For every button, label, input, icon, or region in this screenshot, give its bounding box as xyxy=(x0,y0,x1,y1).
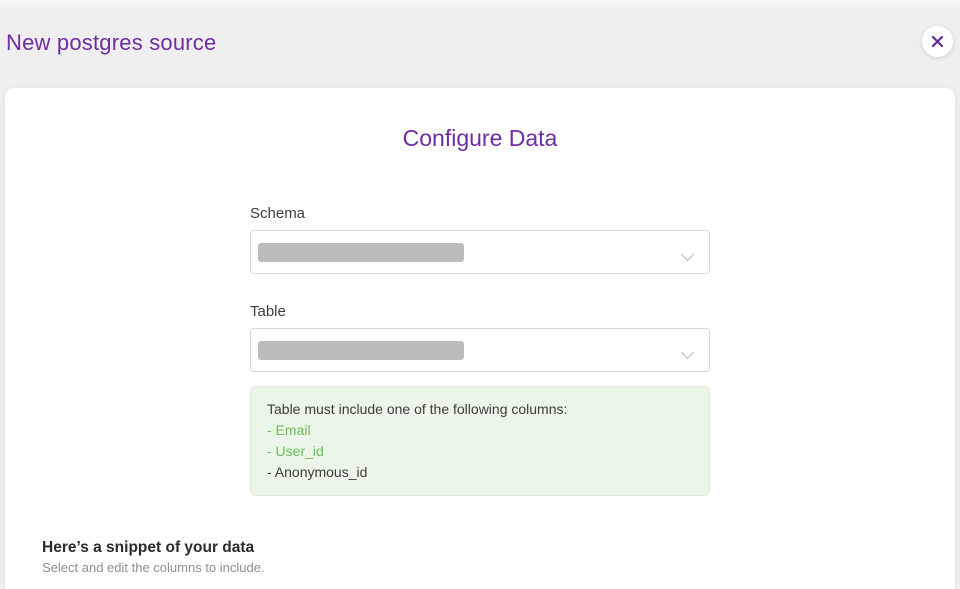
schema-select[interactable] xyxy=(250,230,710,274)
notice-column-anonymous-id: - Anonymous_id xyxy=(267,464,368,480)
form-column: Schema Table T xyxy=(250,205,710,496)
table-select[interactable] xyxy=(250,328,710,372)
snippet-subheading: Select and edit the columns to include. xyxy=(42,560,265,575)
data-snippet-section: Here’s a snippet of your data Select and… xyxy=(42,539,955,576)
configure-data-panel: Configure Data Schema Table xyxy=(5,88,955,589)
notice-column-user-id: - User_id xyxy=(267,443,324,459)
notice-column-email: - Email xyxy=(267,422,311,438)
page-title: Configure Data xyxy=(402,125,558,151)
required-columns-notice: Table must include one of the following … xyxy=(250,386,710,496)
table-label: Table xyxy=(250,303,286,320)
schema-label: Schema xyxy=(250,205,306,222)
schema-selected-value-redacted xyxy=(258,242,464,262)
chevron-down-icon xyxy=(680,249,695,267)
notice-intro-text: Table must include one of the following … xyxy=(267,401,568,417)
close-icon xyxy=(931,35,944,48)
chevron-down-icon xyxy=(680,347,695,365)
table-selected-value-redacted xyxy=(258,340,464,360)
table-field-group: Table xyxy=(250,303,710,372)
modal-title: New postgres source xyxy=(6,30,217,55)
modal-header: New postgres source xyxy=(0,0,960,88)
schema-field-group: Schema xyxy=(250,205,710,274)
snippet-heading: Here’s a snippet of your data xyxy=(42,539,255,556)
close-button[interactable] xyxy=(922,26,953,57)
